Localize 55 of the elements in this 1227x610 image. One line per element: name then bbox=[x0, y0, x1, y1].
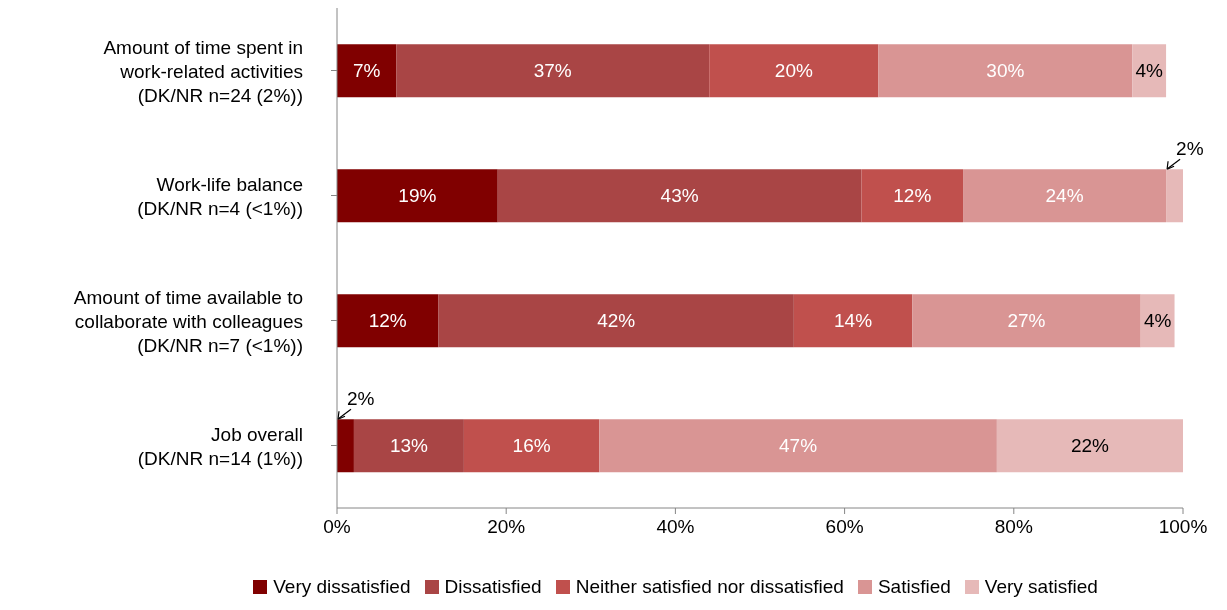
data-label: 16% bbox=[512, 435, 551, 457]
x-tick-label: 40% bbox=[656, 516, 695, 538]
data-label: 4% bbox=[1143, 310, 1172, 332]
bar bbox=[709, 44, 879, 98]
bar bbox=[337, 294, 439, 348]
y-tick-label: Work-life balance (DK/NR n=4 (<1%)) bbox=[137, 173, 303, 218]
data-label: 24% bbox=[1045, 185, 1084, 207]
x-tick-label: 0% bbox=[323, 516, 351, 538]
x-tick-label: 80% bbox=[994, 516, 1033, 538]
data-label: 22% bbox=[1070, 435, 1110, 457]
bar bbox=[912, 294, 1141, 348]
bar bbox=[793, 294, 913, 348]
y-tick-label: Job overall (DK/NR n=14 (1%)) bbox=[137, 423, 303, 468]
y-tick-label: Amount of time spent in work-related activities (DK/NR n=24 (2%)) bbox=[103, 36, 303, 105]
bar bbox=[396, 44, 710, 98]
bar bbox=[337, 169, 498, 223]
legend-label: Dissatisfied bbox=[443, 576, 542, 598]
x-tick-label: 100% bbox=[1158, 516, 1208, 538]
data-label: 27% bbox=[1007, 310, 1046, 332]
bar bbox=[599, 419, 997, 473]
x-tick-label: 60% bbox=[825, 516, 864, 538]
bar bbox=[438, 294, 794, 348]
bar bbox=[1140, 294, 1175, 348]
data-label: 14% bbox=[834, 310, 873, 332]
bar bbox=[963, 169, 1167, 223]
bar bbox=[1132, 44, 1167, 98]
legend-label: Very satisfied bbox=[983, 576, 1098, 598]
data-label: 19% bbox=[398, 185, 437, 207]
data-label: 12% bbox=[368, 310, 407, 332]
bar bbox=[878, 44, 1133, 98]
data-label: 43% bbox=[660, 185, 699, 207]
data-label: 42% bbox=[597, 310, 636, 332]
x-tick-label: 20% bbox=[487, 516, 526, 538]
data-label: 20% bbox=[774, 60, 813, 82]
bar bbox=[337, 44, 397, 98]
data-label: 4% bbox=[1135, 60, 1163, 82]
data-label: 37% bbox=[533, 60, 572, 82]
y-tick-label: Amount of time available to collaborate with colleagues (DK/NR n=7 (<1%)) bbox=[73, 286, 303, 355]
bar bbox=[497, 169, 862, 223]
bar bbox=[1166, 169, 1183, 223]
bar bbox=[996, 419, 1183, 473]
legend-label: Neither satisfied nor dissatisfied bbox=[574, 576, 844, 598]
bar bbox=[861, 169, 964, 223]
data-label: 13% bbox=[389, 435, 429, 457]
legend-label: Very dissatisfied bbox=[272, 576, 411, 598]
data-label: 2% bbox=[347, 388, 375, 410]
bar bbox=[463, 419, 600, 473]
legend-label: Satisfied bbox=[876, 576, 951, 598]
bar bbox=[353, 419, 464, 473]
data-label: 47% bbox=[779, 435, 818, 457]
data-label: 30% bbox=[986, 60, 1025, 82]
data-label: 2% bbox=[1176, 138, 1204, 160]
data-label: 12% bbox=[893, 185, 932, 207]
data-label: 7% bbox=[352, 60, 381, 82]
bar bbox=[337, 419, 354, 473]
